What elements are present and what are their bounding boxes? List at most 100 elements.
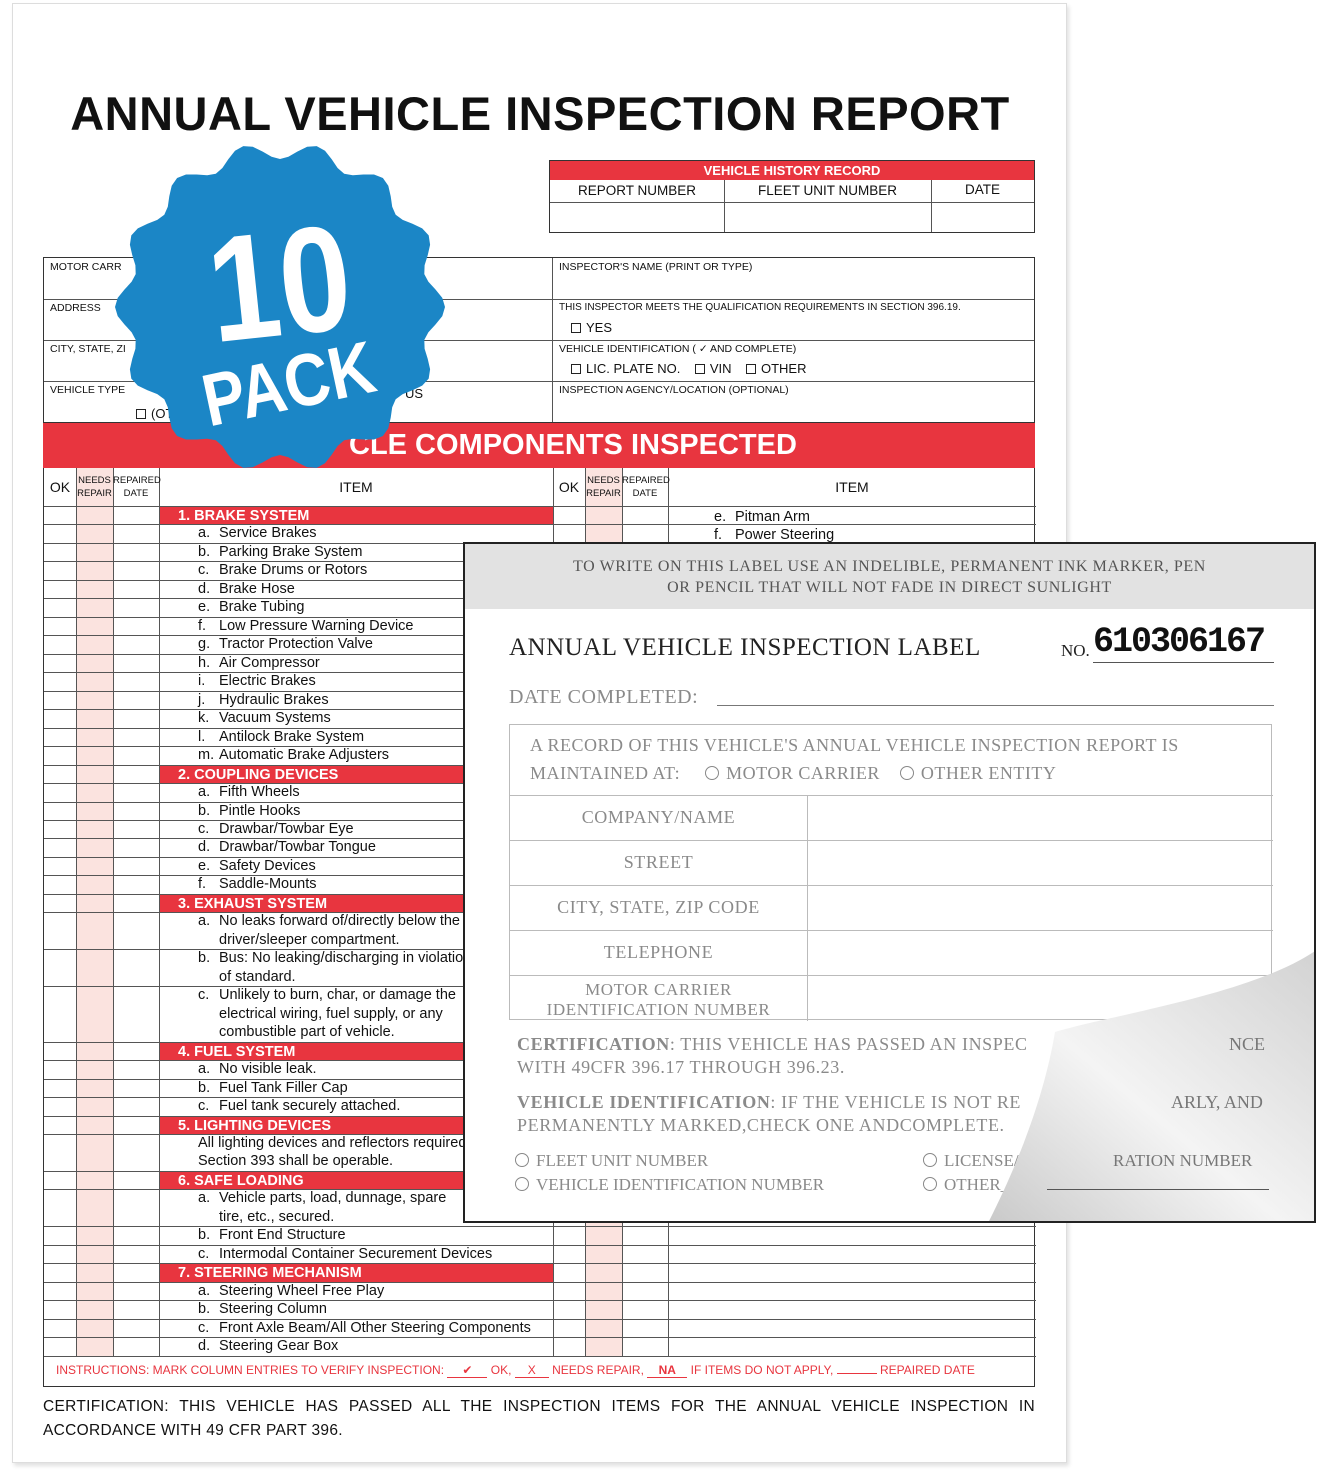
item-letter: a. <box>198 525 211 542</box>
label-field-name: CITY, STATE, ZIP CODE <box>557 897 760 917</box>
item-letter: i. <box>198 673 206 690</box>
item-letter: b. <box>198 950 211 967</box>
inspection-agency-label: INSPECTION AGENCY/LOCATION (OPTIONAL) <box>559 384 789 396</box>
inspection-item: Pitman Arm <box>735 509 810 525</box>
item-letter: b. <box>198 543 211 560</box>
report-number-header: REPORT NUMBER <box>577 183 697 198</box>
inspection-item: Vacuum Systems <box>219 710 331 727</box>
checkbox[interactable] <box>136 409 146 419</box>
inspection-item: Tractor Protection Valve <box>219 636 373 653</box>
needs-repair-header: NEEDS REPAIR <box>586 475 621 499</box>
label-title: ANNUAL VEHICLE INSPECTION LABEL <box>509 634 981 661</box>
other-radio[interactable]: OTHER_ <box>923 1175 1009 1195</box>
qualification-label: THIS INSPECTOR MEETS THE QUALIFICATION R… <box>559 302 961 313</box>
license-radio[interactable]: LICENSE/R <box>923 1151 1030 1171</box>
item-letter: a. <box>198 913 211 930</box>
inspection-item: Unlikely to burn, char, or damage the el… <box>219 987 456 1041</box>
other-entity-radio[interactable]: OTHER ENTITY <box>899 763 1056 783</box>
inspection-item: Service Brakes <box>219 525 317 542</box>
inspection-item: Drawbar/Towbar Tongue <box>219 839 376 856</box>
vid-options: LIC. PLATE NO. VIN OTHER <box>571 361 806 376</box>
inspection-item: Steering Wheel Free Play <box>219 1282 385 1299</box>
item-letter: k. <box>198 710 210 727</box>
date-header: DATE <box>964 182 1000 197</box>
vid-end: ARLY, AND <box>1171 1092 1263 1112</box>
motor-carrier-radio[interactable]: MOTOR CARRIER <box>705 763 880 783</box>
needs-repair-header: NEEDS REPAIR <box>77 475 112 499</box>
inspector-name-label: INSPECTOR'S NAME (PRINT OR TYPE) <box>559 261 753 273</box>
section-header: 6. SAFE LOADING <box>160 1171 553 1190</box>
item-letter: h. <box>198 654 211 671</box>
inspection-label: TO WRITE ON THIS LABEL USE AN INDELIBLE,… <box>463 542 1316 1223</box>
inspection-item: Fifth Wheels <box>219 784 300 801</box>
inspection-item: Brake Tubing <box>219 599 305 616</box>
mcid-label: MOTOR CARRIER IDENTIFICATION NUMBER <box>546 980 771 1019</box>
item-letter: b. <box>198 1227 211 1244</box>
certification-text: CERTIFICATION: THIS VEHICLE HAS PASSED A… <box>43 1398 1035 1439</box>
inspection-item: Steering Gear Box <box>219 1338 339 1355</box>
address-label: ADDRESS <box>50 302 101 314</box>
label-vehicle-id: VEHICLE IDENTIFICATION: IF THE VEHICLE I… <box>517 1092 1022 1112</box>
item-letter: b. <box>198 1079 211 1096</box>
inspection-item: Brake Drums or Rotors <box>219 562 368 579</box>
item-letter: b. <box>198 1301 211 1318</box>
section-header: 4. FUEL SYSTEM <box>160 1042 553 1061</box>
item-letter: l. <box>198 728 206 745</box>
item-letter: c. <box>198 1098 210 1115</box>
page-curl <box>989 951 1314 1221</box>
inspection-item: Vehicle parts, load, dunnage, spare tire… <box>219 1190 447 1225</box>
inspection-item: No leaks forward of/directly below the d… <box>219 913 460 948</box>
yes-checkbox[interactable]: YES <box>571 320 612 335</box>
other-checkbox[interactable]: OTHER <box>745 361 806 376</box>
license-end: RATION NUMBER <box>1113 1151 1253 1170</box>
vid-line-2: PERMANENTLY MARKED,CHECK ONE ANDCOMPLETE… <box>517 1115 1005 1135</box>
label-certification: CERTIFICATION: THIS VEHICLE HAS PASSED A… <box>517 1034 1028 1054</box>
other-label: (OT <box>151 406 174 421</box>
date-completed-label: DATE COMPLETED: <box>509 686 699 708</box>
vin-radio[interactable]: VEHICLE IDENTIFICATION NUMBER <box>515 1175 824 1195</box>
item-letter: g. <box>198 636 211 653</box>
vehicle-type-other[interactable]: (OT <box>136 406 173 421</box>
label-field-name: TELEPHONE <box>603 942 714 962</box>
components-banner: CLE COMPONENTS INSPECTED <box>43 423 1035 468</box>
item-letter: b. <box>198 802 211 819</box>
item-letter: a. <box>198 1282 211 1299</box>
section-header: 3. EXHAUST SYSTEM <box>160 894 553 913</box>
inspection-item: No visible leak. <box>219 1061 317 1078</box>
inspection-item: Parking Brake System <box>219 543 363 560</box>
repaired-date-header: REPAIRED DATE <box>113 475 161 499</box>
item-letter: c. <box>198 820 210 837</box>
city-state-label: CITY, STATE, ZI <box>50 343 126 355</box>
item-letter: f. <box>198 617 207 634</box>
item-letter: d. <box>198 580 211 597</box>
fleet-unit-header: FLEET UNIT NUMBER <box>757 183 898 198</box>
ok-header: OK <box>49 479 71 495</box>
fleet-unit-radio[interactable]: FLEET UNIT NUMBER <box>515 1151 708 1171</box>
vehicle-history-record: VEHICLE HISTORY RECORD REPORT NUMBER FLE… <box>549 160 1035 233</box>
vehicle-type-label: VEHICLE TYPE <box>50 384 126 396</box>
info-grid: MOTOR CARR ADDRESS CITY, STATE, ZI VEHIC… <box>43 257 1035 423</box>
date-completed-field[interactable] <box>717 705 1274 706</box>
item-letter: m. <box>198 747 215 764</box>
check-mark-icon: ✔ <box>447 1363 488 1378</box>
item-letter: e. <box>714 509 727 525</box>
item-letter: a. <box>198 784 211 801</box>
item-header: ITEM <box>835 479 869 495</box>
history-header: VEHICLE HISTORY RECORD <box>550 161 1034 180</box>
badge-starburst <box>115 146 445 468</box>
inspection-item: Brake Hose <box>219 580 295 597</box>
label-no: NO. <box>1061 641 1090 660</box>
inspection-item: Saddle-Mounts <box>219 876 317 893</box>
label-field-name: STREET <box>623 852 694 872</box>
lic-plate-checkbox[interactable]: LIC. PLATE NO. <box>571 361 680 376</box>
item-letter: f. <box>714 527 723 544</box>
inspection-item: Bus: No leaking/discharging in violation… <box>219 950 472 985</box>
section-header: 7. STEERING MECHANISM <box>160 1264 553 1283</box>
label-notice-2: OR PENCIL THAT WILL NOT FADE IN DIRECT S… <box>667 579 1112 596</box>
page-title: ANNUAL VEHICLE INSPECTION REPORT <box>70 87 1010 140</box>
vehicle-identification-label: VEHICLE IDENTIFICATION ( ✓ AND COMPLETE) <box>559 343 797 355</box>
vin-checkbox[interactable]: VIN <box>694 361 732 376</box>
section-header: 1. BRAKE SYSTEM <box>160 507 553 525</box>
ok-header: OK <box>558 479 580 495</box>
badge-number: 10 <box>200 194 358 375</box>
